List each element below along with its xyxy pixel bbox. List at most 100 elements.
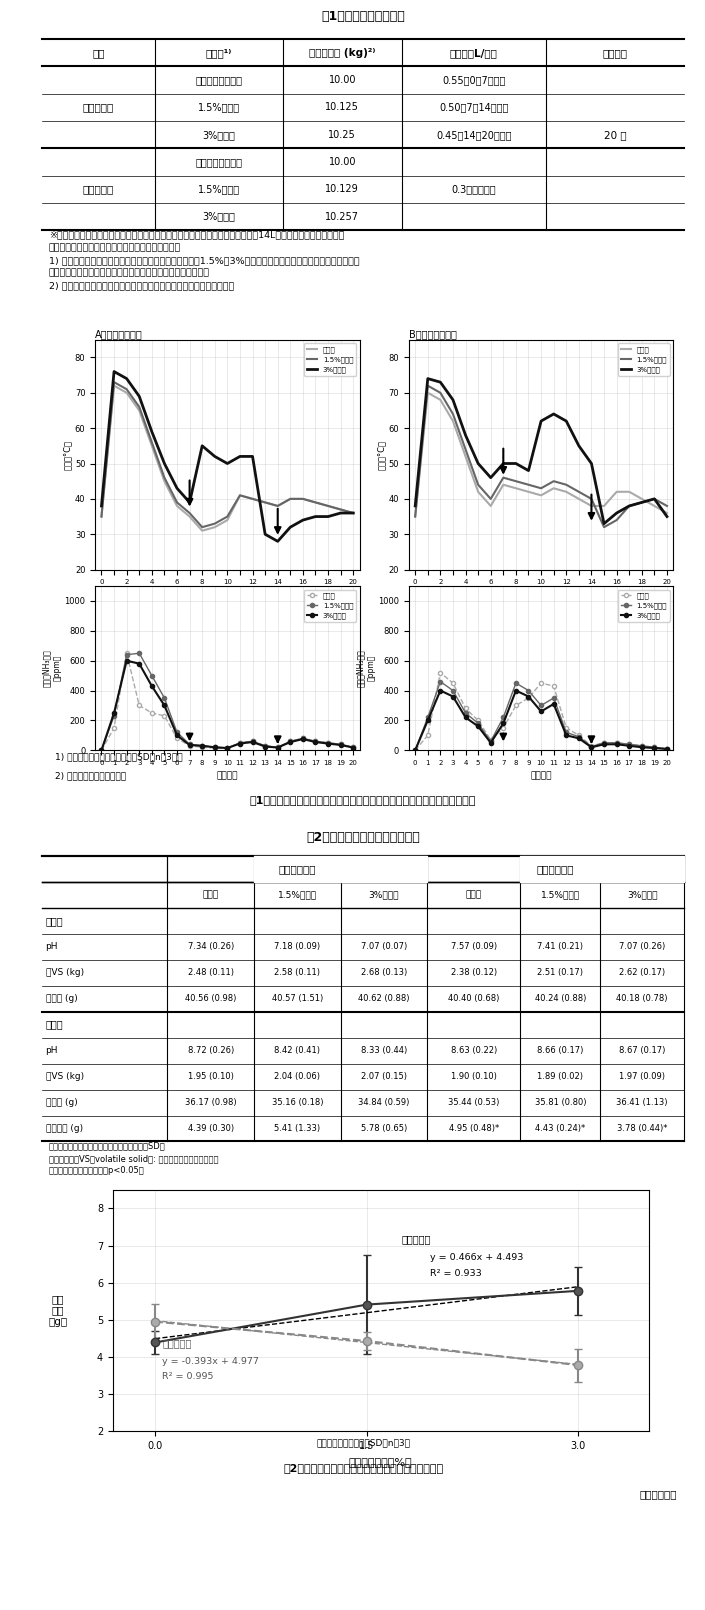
- 3%添加区: [474, 454, 482, 473]
- 1.5%添加区: [600, 733, 608, 752]
- 対照区: [123, 644, 131, 663]
- Text: 3.78 (0.44)*: 3.78 (0.44)*: [617, 1124, 668, 1133]
- Text: 対照区: 対照区: [466, 890, 482, 900]
- 対照区: [185, 736, 194, 755]
- 対照区: [324, 733, 332, 752]
- 3%添加区: [549, 694, 558, 713]
- Text: 7.07 (0.26): 7.07 (0.26): [619, 942, 666, 952]
- 1.5%添加区: [549, 689, 558, 708]
- 3%添加区: [411, 741, 419, 760]
- Text: 1.95 (0.10): 1.95 (0.10): [188, 1072, 233, 1080]
- 1.5%添加区: [349, 737, 357, 757]
- 対照区: [411, 741, 419, 760]
- Text: y = 0.466x + 4.493: y = 0.466x + 4.493: [430, 1253, 523, 1262]
- Text: 40.24 (0.88): 40.24 (0.88): [534, 993, 586, 1003]
- 対照区: [537, 673, 546, 692]
- 3%添加区: [123, 650, 131, 670]
- 3%添加区: [663, 739, 671, 758]
- Text: 40.56 (0.98): 40.56 (0.98): [185, 993, 236, 1003]
- 3%添加区: [461, 425, 470, 444]
- 対照区: [299, 729, 307, 749]
- Text: 5.41 (1.33): 5.41 (1.33): [274, 1124, 320, 1133]
- Text: 35.81 (0.80): 35.81 (0.80): [534, 1098, 586, 1108]
- 3%添加区: [235, 446, 244, 465]
- 1.5%添加区: [299, 729, 307, 749]
- 対照区: [436, 663, 445, 683]
- 3%添加区: [349, 504, 357, 523]
- 1.5%添加区: [211, 514, 219, 533]
- 対照区: [299, 489, 307, 509]
- Text: 3%添加区: 3%添加区: [202, 211, 235, 222]
- 1.5%添加区: [587, 737, 596, 757]
- Text: 試験: 試験: [92, 48, 104, 58]
- 対照区: [135, 401, 144, 420]
- Text: 0.50（7～14日目）: 0.50（7～14日目）: [439, 103, 508, 113]
- 3%添加区: [525, 460, 533, 480]
- 3%添加区: [235, 734, 244, 753]
- 3%添加区: [499, 454, 508, 473]
- Text: 35.44 (0.53): 35.44 (0.53): [448, 1098, 499, 1108]
- Text: 2.62 (0.17): 2.62 (0.17): [619, 968, 666, 977]
- Text: 3%添加区: 3%添加区: [627, 890, 657, 900]
- Text: 7.34 (0.26): 7.34 (0.26): [188, 942, 234, 952]
- 3%添加区: [449, 390, 458, 409]
- 対照区: [625, 481, 634, 501]
- Y-axis label: 排気中NH₃濃度
（ppm）: 排気中NH₃濃度 （ppm）: [42, 649, 61, 687]
- 3%添加区: [135, 386, 144, 406]
- Text: 4.95 (0.48)*: 4.95 (0.48)*: [448, 1124, 499, 1133]
- 1.5%添加区: [549, 472, 558, 491]
- Text: 2.58 (0.11): 2.58 (0.11): [274, 968, 320, 977]
- 1.5%添加区: [613, 510, 621, 530]
- 対照区: [424, 726, 432, 745]
- 対照区: [587, 496, 596, 515]
- Text: y = -0.393x + 4.977: y = -0.393x + 4.977: [162, 1357, 259, 1365]
- 対照区: [650, 737, 658, 757]
- Text: 3%添加区: 3%添加区: [202, 130, 235, 140]
- Text: 7.57 (0.09): 7.57 (0.09): [450, 942, 497, 952]
- 対照区: [286, 489, 295, 509]
- 3%添加区: [274, 531, 282, 551]
- Text: 対照区: 対照区: [202, 890, 219, 900]
- 対照区: [663, 739, 671, 758]
- 3%添加区: [173, 478, 181, 497]
- 3%添加区: [185, 736, 194, 755]
- 1.5%添加区: [97, 741, 106, 760]
- Text: R² = 0.995: R² = 0.995: [162, 1372, 214, 1381]
- 3%添加区: [613, 734, 621, 753]
- 3%添加区: [449, 687, 458, 707]
- 1.5%添加区: [223, 739, 232, 758]
- 対照区: [135, 696, 144, 715]
- 1.5%添加区: [223, 507, 232, 526]
- 1.5%添加区: [613, 733, 621, 752]
- 1.5%添加区: [299, 489, 307, 509]
- 3%添加区: [600, 734, 608, 753]
- 対照区: [663, 504, 671, 523]
- 1.5%添加区: [625, 734, 634, 753]
- Text: 図1　堆肥化試験での堆肥化混合物の品温およびアンモニア発生濃度の推移: 図1 堆肥化試験での堆肥化混合物の品温およびアンモニア発生濃度の推移: [250, 795, 477, 805]
- 対照区: [223, 739, 232, 758]
- 3%添加区: [637, 493, 646, 512]
- Text: 1.89 (0.02): 1.89 (0.02): [537, 1072, 583, 1080]
- Text: pH: pH: [46, 942, 58, 952]
- Text: 高通気条件: 高通気条件: [402, 1233, 431, 1245]
- 3%添加区: [223, 739, 232, 758]
- 対照区: [486, 496, 495, 515]
- Text: 0.3（全期間）: 0.3（全期間）: [451, 184, 496, 195]
- 3%添加区: [198, 736, 207, 755]
- 3%添加区: [600, 514, 608, 533]
- 対照区: [486, 731, 495, 750]
- Text: 0.55（0～7日目）: 0.55（0～7日目）: [442, 76, 505, 85]
- 1.5%添加区: [575, 481, 583, 501]
- 対照区: [312, 731, 320, 750]
- 対照区: [637, 489, 646, 509]
- 1.5%添加区: [185, 734, 194, 753]
- Line: 1.5%添加区: 1.5%添加区: [102, 382, 353, 526]
- Y-axis label: 排気中NH₃濃度
（ppm）: 排気中NH₃濃度 （ppm）: [356, 649, 375, 687]
- 対照区: [147, 704, 156, 723]
- Line: 対照区: 対照区: [99, 650, 355, 752]
- Text: 窒素損失 (g): 窒素損失 (g): [46, 1124, 82, 1133]
- Text: ※堆肥化試験は実験室規模の堆肥化試験装置（かぐやひめ（富士平工業），容量14Lを用い，表に示す高通気条
　件および低通気条件の２通りの試験を実施した。
1) 乳: ※堆肥化試験は実験室規模の堆肥化試験装置（かぐやひめ（富士平工業），容量14Lを…: [49, 230, 360, 291]
- 3%添加区: [312, 733, 320, 752]
- Line: 対照区: 対照区: [413, 670, 669, 752]
- 対照区: [587, 736, 596, 755]
